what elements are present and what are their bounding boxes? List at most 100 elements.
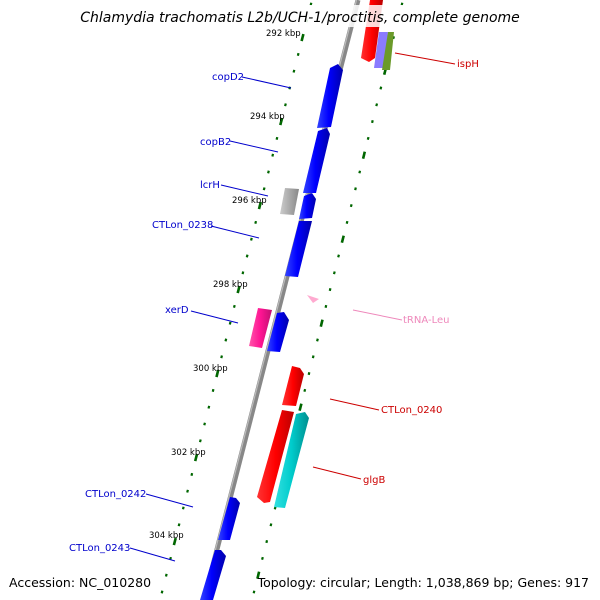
leader-CTLon_0243 <box>129 547 176 562</box>
gene-copB2[interactable] <box>303 128 330 193</box>
minor-tick <box>303 388 307 392</box>
minor-tick <box>316 338 319 342</box>
minor-tick <box>324 304 328 308</box>
scale-tick-label: 300 kbp <box>193 364 228 374</box>
minor-tick <box>250 237 253 241</box>
major-tick <box>236 285 241 294</box>
minor-tick <box>241 271 245 275</box>
minor-tick <box>379 86 383 90</box>
minor-tick <box>273 506 277 510</box>
gene-glgB-left[interactable] <box>257 410 294 503</box>
minor-tick <box>262 187 266 191</box>
minor-tick <box>164 573 168 577</box>
major-tick <box>361 151 367 160</box>
minor-tick <box>292 69 296 73</box>
gene-label-lcrH[interactable]: lcrH <box>200 180 220 191</box>
minor-tick <box>245 254 249 258</box>
gene-glgB[interactable] <box>274 412 309 508</box>
gene-CTLon_0238-head[interactable] <box>299 193 316 219</box>
minor-tick <box>232 304 236 308</box>
minor-tick <box>160 590 164 594</box>
gene-CTLon_0238[interactable] <box>285 221 312 277</box>
scale-tick-label: 304 kbp <box>149 531 184 541</box>
scale-tick-label: 298 kbp <box>213 280 248 290</box>
gene-CTLon_0243[interactable] <box>200 550 226 600</box>
leader-tRNA-Leu <box>352 309 403 321</box>
minor-tick <box>211 388 215 392</box>
gene-label-CTLon_0238[interactable]: CTLon_0238 <box>152 220 213 231</box>
leader-xerD <box>190 310 239 324</box>
gene-CTLon_0242[interactable] <box>218 497 240 540</box>
leader-ispH <box>394 52 456 65</box>
minor-tick <box>267 170 270 174</box>
minor-tick <box>207 405 211 409</box>
major-tick <box>319 319 324 328</box>
minor-tick <box>265 540 269 544</box>
gene-xerD-partner[interactable] <box>267 312 289 352</box>
minor-tick <box>271 153 275 157</box>
scale-tick-label: 296 kbp <box>232 196 267 206</box>
minor-tick <box>375 103 379 107</box>
minor-tick <box>296 52 300 56</box>
scale-tick-label: 292 kbp <box>266 29 301 39</box>
leader-CTLon_0240 <box>329 398 380 411</box>
gene-xerD[interactable] <box>249 308 272 348</box>
minor-tick <box>269 523 273 527</box>
minor-tick <box>354 187 357 191</box>
leader-CTLon_0242 <box>145 493 194 508</box>
gene-label-CTLon_0243[interactable]: CTLon_0243 <box>69 543 130 554</box>
major-tick <box>193 453 199 462</box>
minor-tick <box>177 523 181 527</box>
minor-tick <box>311 355 315 359</box>
minor-tick <box>224 338 228 342</box>
major-tick <box>172 537 177 546</box>
minor-tick <box>228 321 232 325</box>
gene-label-xerD[interactable]: xerD <box>165 305 189 316</box>
genome-summary-text: Topology: circular; Length: 1,038,869 bp… <box>257 575 589 590</box>
minor-tick <box>190 472 194 476</box>
minor-tick <box>284 103 287 107</box>
minor-tick <box>220 355 223 359</box>
scale-tick-label: 294 kbp <box>250 112 285 122</box>
minor-tick <box>337 254 340 258</box>
leader-lcrH <box>220 184 269 197</box>
minor-tick <box>307 372 311 376</box>
gene-label-copB2[interactable]: copB2 <box>200 137 231 148</box>
gene-tRNA-Leu[interactable] <box>307 295 319 303</box>
gene-CTLon_0240[interactable] <box>282 366 304 406</box>
minor-tick <box>181 506 185 510</box>
inner-tick-track <box>160 2 313 594</box>
title-background <box>70 5 530 27</box>
major-tick <box>215 369 220 378</box>
gene-label-CTLon_0240[interactable]: CTLon_0240 <box>381 405 442 416</box>
gene-label-ispH[interactable]: ispH <box>457 59 479 70</box>
gene-label-copD2[interactable]: copD2 <box>212 72 244 83</box>
gene-label-CTLon_0242[interactable]: CTLon_0242 <box>85 489 146 500</box>
minor-tick <box>275 136 279 140</box>
major-tick <box>256 571 261 580</box>
leader-glgB <box>312 466 362 480</box>
minor-tick <box>371 120 374 124</box>
leader-copD2 <box>241 76 292 89</box>
minor-tick <box>261 556 264 560</box>
scale-tick-label: 302 kbp <box>171 448 206 458</box>
minor-tick <box>345 220 349 224</box>
minor-tick <box>358 170 362 174</box>
gene-label-tRNA-Leu[interactable]: tRNA-Leu <box>403 315 449 326</box>
minor-tick <box>400 2 404 6</box>
gene-copD2[interactable] <box>317 64 343 128</box>
minor-tick <box>328 288 332 292</box>
map-title: Chlamydia trachomatis L2b/UCH-1/proctiti… <box>80 10 520 26</box>
leader-copB2 <box>229 140 279 153</box>
minor-tick <box>332 271 336 275</box>
gene-label-glgB[interactable]: glgB <box>363 475 385 486</box>
minor-tick <box>309 2 313 6</box>
minor-tick <box>366 136 370 140</box>
accession-text: Accession: NC_010280 <box>9 575 151 590</box>
minor-tick <box>254 220 258 224</box>
gene-lcrH[interactable] <box>280 188 299 215</box>
major-tick <box>279 117 284 126</box>
major-tick <box>340 235 345 244</box>
gene-ispH-olive[interactable] <box>382 32 394 70</box>
